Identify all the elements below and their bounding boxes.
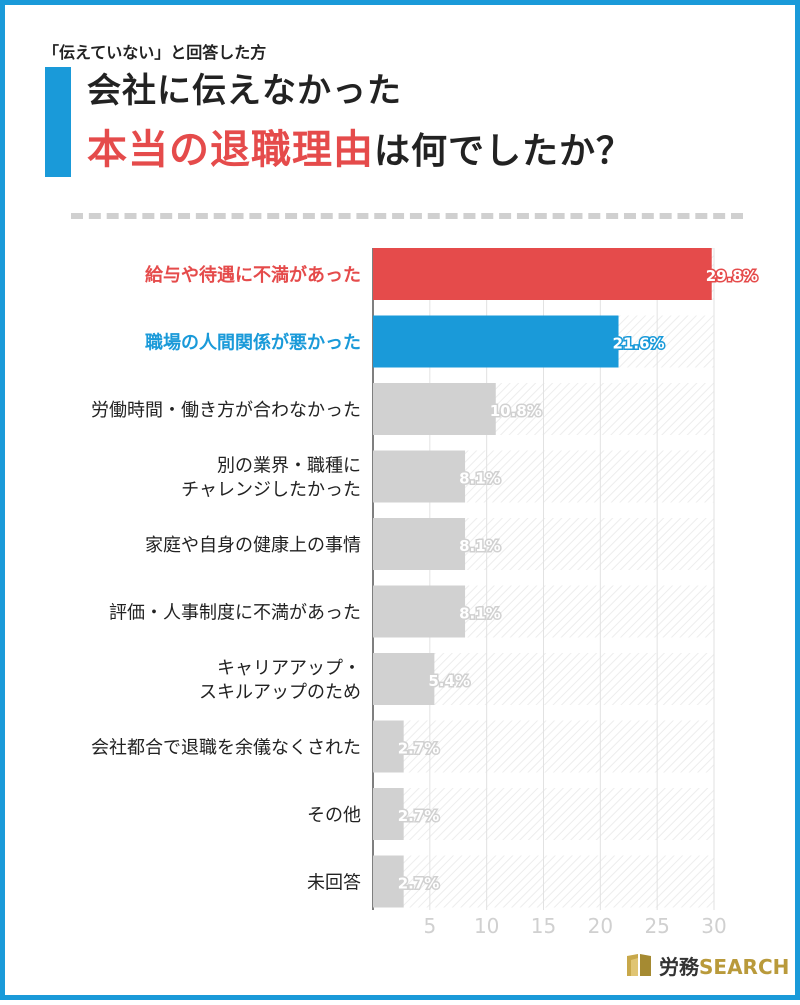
bar [373, 383, 496, 435]
bar-value-label: 8.1% [459, 605, 501, 623]
category-label: その他 [307, 805, 361, 826]
title-accent-bar [45, 67, 71, 177]
bar [373, 653, 435, 705]
category-label: 別の業界・職種に [217, 456, 361, 477]
category-label: 労働時間・働き方が合わなかった [91, 400, 361, 421]
bar [373, 518, 466, 570]
bar [373, 315, 619, 368]
title-line-2: 本当の退職理由は何でしたか？ [87, 117, 633, 175]
title-line-1: 会社に伝えなかった [87, 71, 402, 111]
category-label: 会社都合で退職を余儀なくされた [91, 738, 361, 759]
bar-value-label: 8.1% [459, 470, 501, 488]
bar [373, 720, 404, 773]
brand-logo: 労務SEARCH [625, 950, 789, 980]
category-label: 家庭や自身の健康上の事情 [145, 535, 361, 556]
bar-value-label: 2.7% [398, 740, 440, 758]
subtitle: 「伝えていない」と回答した方 [43, 43, 267, 62]
bar [373, 450, 466, 503]
dashed-divider [71, 213, 743, 219]
book-icon [627, 954, 651, 976]
bar-chart: 29.8% 給与や待遇に不満があった 21.6% 職場の人間関係が悪かった 10.8% 労… [91, 248, 759, 938]
brand-name: 労務SEARCH [659, 951, 789, 980]
title-rest: は何でしたか？ [374, 131, 634, 172]
bar-value-label: 29.8% [706, 267, 758, 285]
category-label: 評価・人事制度に不満があった [109, 603, 361, 624]
category-label: キャリアアップ・ [217, 658, 361, 679]
bar-value-label: 5.4% [428, 672, 470, 690]
brand-name-jp: 労務 [659, 954, 699, 979]
category-label: 職場の人間関係が悪かった [145, 332, 361, 354]
bar-value-label: 2.7% [398, 875, 440, 893]
x-tick-label: 25 [644, 914, 669, 938]
bar [373, 855, 404, 908]
bar [373, 788, 404, 840]
brand-name-en: SEARCH [699, 954, 790, 979]
x-tick-label: 5 [423, 914, 436, 938]
title-highlight: 本当の退職理由 [87, 127, 374, 173]
bar-value-label: 10.8% [490, 402, 542, 420]
x-tick-label: 30 [701, 914, 726, 938]
bar-value-label: 8.1% [459, 537, 501, 555]
bar [373, 248, 712, 300]
category-label: 未回答 [307, 873, 361, 894]
category-label: 給与や待遇に不満があった [145, 264, 361, 286]
x-tick-label: 20 [588, 914, 613, 938]
category-label: チャレンジしたかった [181, 480, 361, 501]
bar [373, 585, 466, 638]
x-tick-label: 15 [531, 914, 556, 938]
category-label: スキルアップのため [199, 682, 361, 703]
bar-value-label: 2.7% [398, 807, 440, 825]
x-tick-label: 10 [474, 914, 499, 938]
bar-value-label: 21.6% [613, 335, 665, 353]
